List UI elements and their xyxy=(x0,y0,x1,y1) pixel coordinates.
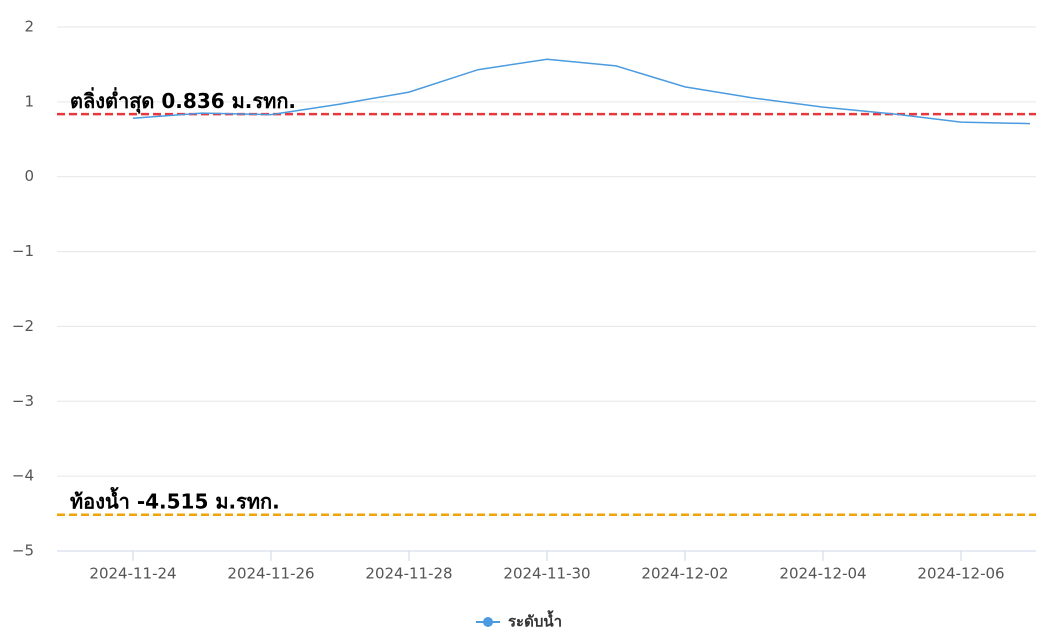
x-tick-label: 2024-11-30 xyxy=(503,565,590,583)
x-tick-label: 2024-11-24 xyxy=(89,565,176,583)
x-tick-label: 2024-12-04 xyxy=(779,565,866,583)
y-tick-label: 2 xyxy=(24,18,34,36)
line xyxy=(132,58,1031,125)
legend-label: ระดับน้ำ xyxy=(508,610,562,631)
x-tick-label: 2024-11-28 xyxy=(365,565,452,583)
annotation: ท้องน้ำ -4.515 ม.รทก. xyxy=(70,487,280,514)
y-tick-label: −4 xyxy=(12,467,34,485)
y-tick-label: 1 xyxy=(24,92,34,110)
x-tick-label: 2024-12-06 xyxy=(917,565,1004,583)
legend-symbol xyxy=(483,617,493,627)
x-tick-label: 2024-11-26 xyxy=(227,565,314,583)
y-tick-label: −3 xyxy=(12,392,34,410)
x-tick-label: 2024-12-02 xyxy=(641,565,728,583)
y-tick-label: −2 xyxy=(12,317,34,335)
y-tick-label: −5 xyxy=(12,542,34,560)
y-tick-label: 0 xyxy=(24,167,34,185)
annotation: ตลิ่งต่ำสุด 0.836 ม.รทก. xyxy=(70,86,296,114)
y-tick-label: −1 xyxy=(12,242,34,260)
